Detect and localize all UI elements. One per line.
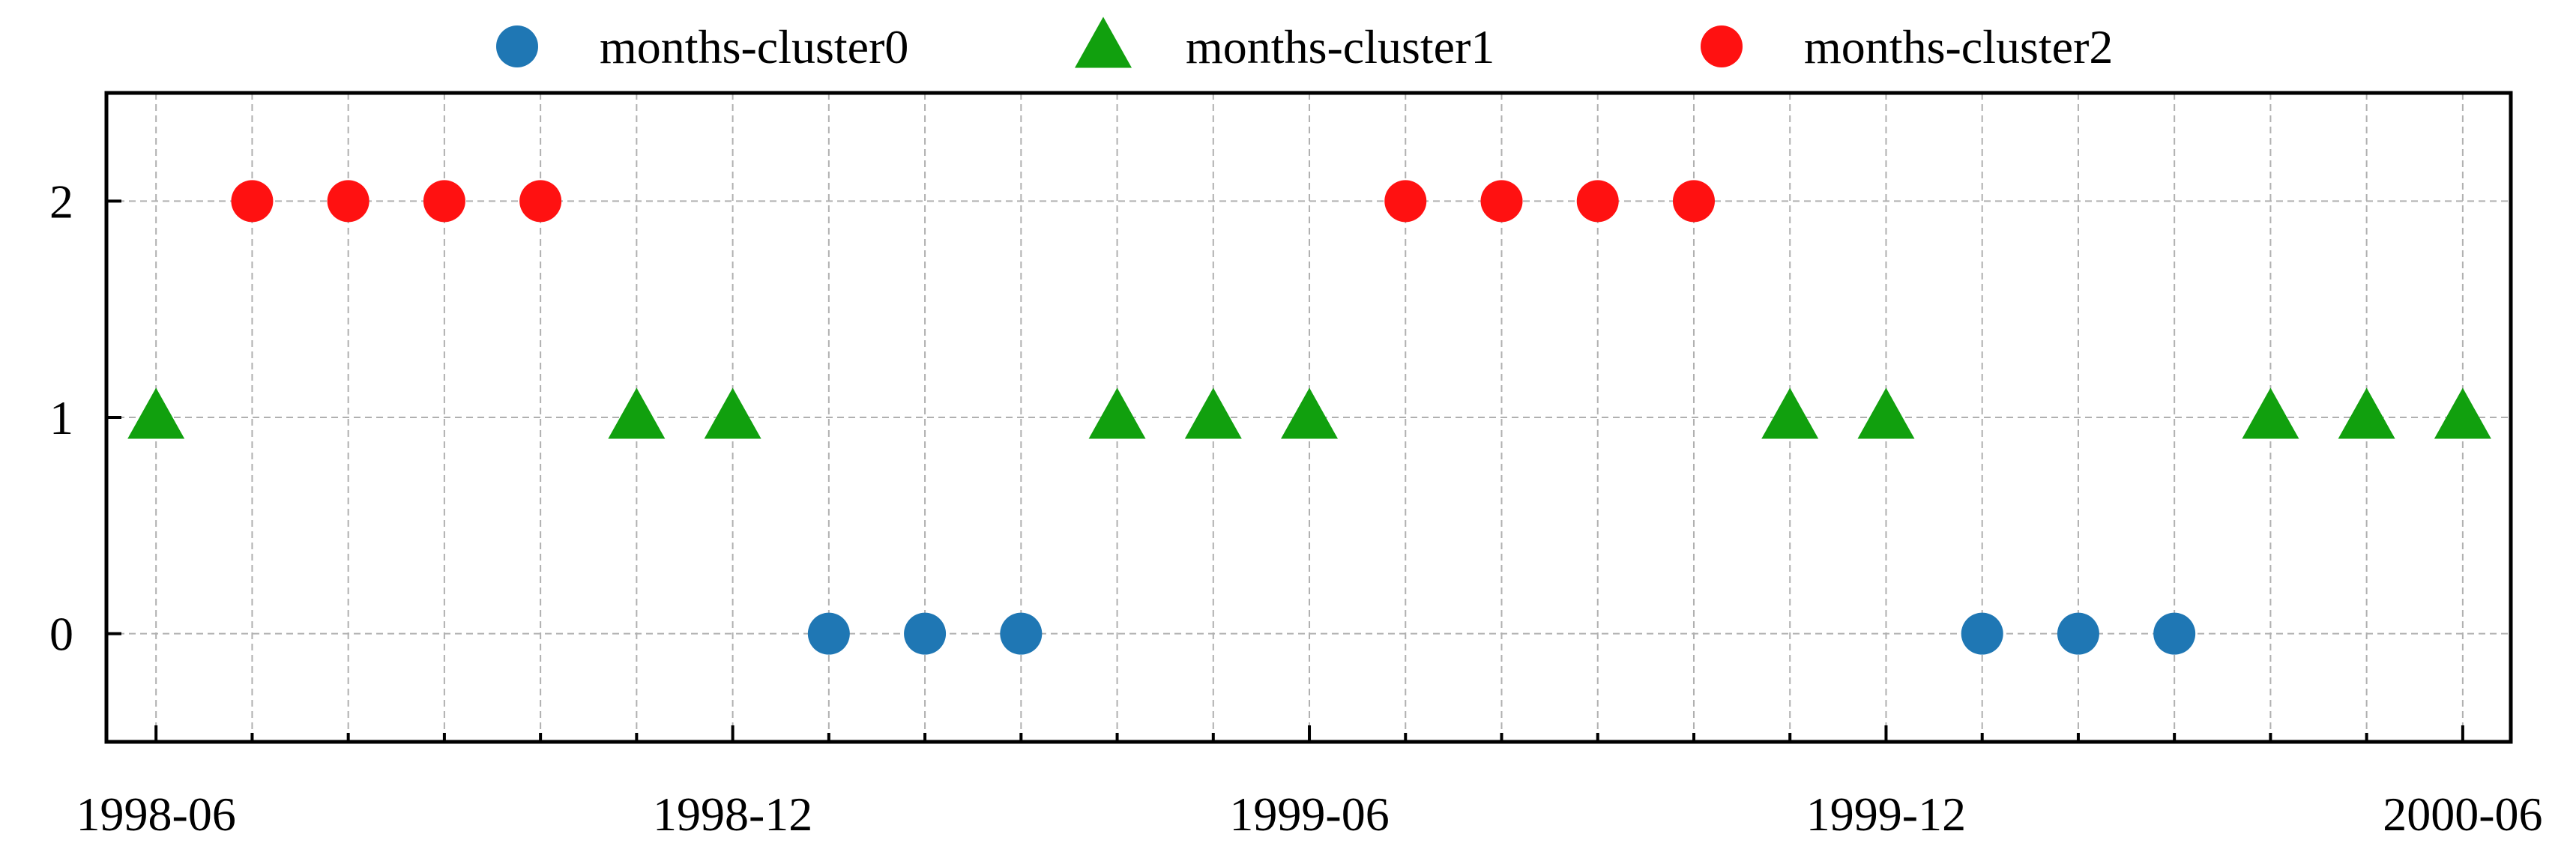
legend: months-cluster0 months-cluster1 months-clu… (496, 16, 2113, 73)
data-point (2057, 612, 2099, 655)
legend-item: months-cluster1 (1075, 16, 1494, 73)
y-tick-label: 1 (49, 391, 73, 444)
x-tick-label: 1999-06 (1229, 788, 1389, 841)
data-point (423, 180, 465, 223)
x-tick-label: 1999-12 (1806, 788, 1966, 841)
legend-item: months-cluster2 (1701, 20, 2113, 73)
legend-marker (496, 25, 538, 67)
data-point (608, 387, 666, 439)
legend-label: months-cluster2 (1804, 20, 2113, 73)
data-point (1384, 180, 1427, 223)
data-point (1000, 612, 1043, 655)
grid (106, 93, 2511, 742)
data-point (704, 387, 761, 439)
x-tick-label: 1998-06 (76, 788, 236, 841)
data-point (1576, 180, 1619, 223)
y-tick-label: 2 (49, 175, 73, 228)
data-point (2434, 387, 2491, 439)
data-point (1857, 387, 1915, 439)
y-axis-tick-labels: 0 1 2 (49, 175, 73, 660)
data-point (1961, 612, 2003, 655)
data-markers (127, 180, 2491, 655)
data-point (231, 180, 274, 223)
data-point (1480, 180, 1523, 223)
data-point (1761, 387, 1819, 439)
legend-marker (1075, 16, 1132, 68)
data-point (1184, 387, 1242, 439)
legend-label: months-cluster1 (1186, 20, 1494, 73)
x-tick-label: 2000-06 (2383, 788, 2542, 841)
series-months-cluster0 (807, 612, 2196, 655)
series-months-cluster2 (231, 180, 1715, 223)
y-tick-label: 0 (49, 608, 73, 661)
axis-ticks (106, 199, 2464, 742)
legend-marker (1701, 25, 1743, 67)
data-point (327, 180, 369, 223)
legend-label: months-cluster0 (600, 20, 908, 73)
data-point (1672, 180, 1715, 223)
data-point (127, 387, 185, 439)
data-point (1088, 387, 1146, 439)
data-point (2338, 387, 2395, 439)
legend-item: months-cluster0 (496, 20, 908, 73)
data-point (807, 612, 850, 655)
data-point (1281, 387, 1339, 439)
data-point (2242, 387, 2299, 439)
data-point (519, 180, 562, 223)
series-months-cluster1 (127, 387, 2491, 439)
x-tick-label: 1998-12 (653, 788, 812, 841)
data-point (2153, 612, 2196, 655)
x-axis-tick-labels: 1998-06 1998-12 1999-06 1999-12 2000-06 (76, 788, 2543, 841)
data-point (904, 612, 947, 655)
